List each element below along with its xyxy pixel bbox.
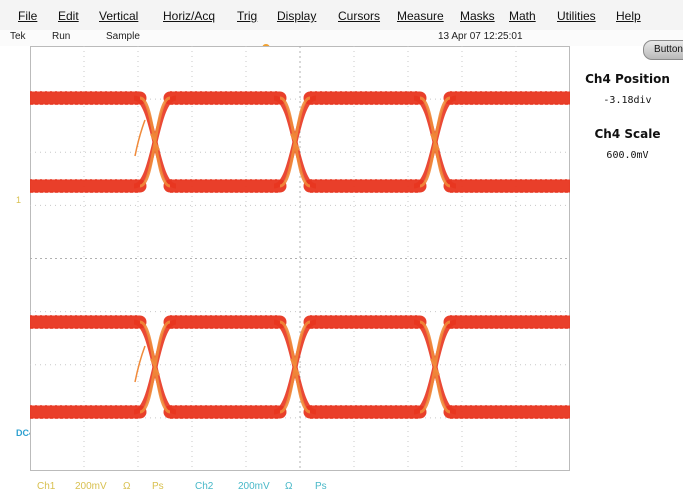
brand-label: Tek — [10, 31, 26, 42]
ch4-scale-value[interactable]: 600.0mV — [606, 150, 649, 161]
menu-math[interactable]: Math — [509, 9, 536, 23]
ch4-position-label: Ch4 Position — [585, 72, 670, 86]
eye-crossing-jitter — [290, 133, 300, 151]
eye-crossing-jitter — [430, 133, 440, 151]
ch2-label[interactable]: Ch2 — [195, 481, 214, 492]
eye-glitch — [134, 345, 146, 383]
datetime-label: 13 Apr 07 12:25:01 — [438, 31, 523, 42]
eye-glitch — [134, 119, 146, 157]
menu-horiz-acq[interactable]: Horiz/Acq — [163, 9, 216, 23]
menu-utilities[interactable]: Utilities — [557, 9, 596, 23]
menu-trig[interactable]: Trig — [237, 9, 258, 23]
eye-crossing-jitter — [150, 133, 160, 151]
acq-mode: Sample — [106, 31, 140, 42]
ch1-scale[interactable]: 200mV — [75, 481, 107, 492]
menu-masks[interactable]: Masks — [460, 9, 495, 23]
ch2-ps: Ps — [315, 481, 327, 492]
waveform-display[interactable] — [30, 46, 570, 471]
ch2-ohm: Ω — [285, 481, 293, 492]
menu-bar: File Edit Vertical Horiz/Acq Trig Displa… — [0, 0, 683, 30]
menu-help[interactable]: Help — [616, 9, 641, 23]
eye-crossing-jitter — [150, 358, 160, 376]
channel-readout: Ch1 200mV Ω Ps Ch2 200mV Ω Ps — [0, 476, 683, 501]
run-state: Run — [52, 31, 71, 42]
eye-diagram-upper — [30, 91, 570, 193]
side-panel: Buttons Ch4 Position -3.18div Ch4 Scale … — [572, 30, 683, 501]
buttons-button[interactable]: Buttons — [643, 40, 683, 60]
ch1-ps: Ps — [152, 481, 164, 492]
ch2-scale[interactable]: 200mV — [238, 481, 270, 492]
ch4-scale-label: Ch4 Scale — [594, 127, 661, 141]
menu-display[interactable]: Display — [277, 9, 317, 23]
eye-crossing-jitter — [290, 358, 300, 376]
menu-vertical[interactable]: Vertical — [99, 9, 139, 23]
graticule — [30, 46, 570, 471]
eye-crossing-jitter — [430, 358, 440, 376]
status-bar: Tek Run Sample 13 Apr 07 12:25:01 — [0, 30, 683, 46]
menu-measure[interactable]: Measure — [397, 9, 444, 23]
ch4-ground-marker[interactable]: DC4 — [16, 428, 35, 438]
menu-file[interactable]: File — [18, 9, 38, 23]
menu-edit[interactable]: Edit — [58, 9, 79, 23]
menu-cursors[interactable]: Cursors — [338, 9, 381, 23]
ch4-position-value[interactable]: -3.18div — [603, 95, 652, 106]
ch1-ohm: Ω — [123, 481, 131, 492]
ch1-label[interactable]: Ch1 — [37, 481, 56, 492]
eye-diagram-lower — [30, 315, 570, 419]
ch1-ground-marker[interactable]: 1 — [16, 195, 22, 205]
